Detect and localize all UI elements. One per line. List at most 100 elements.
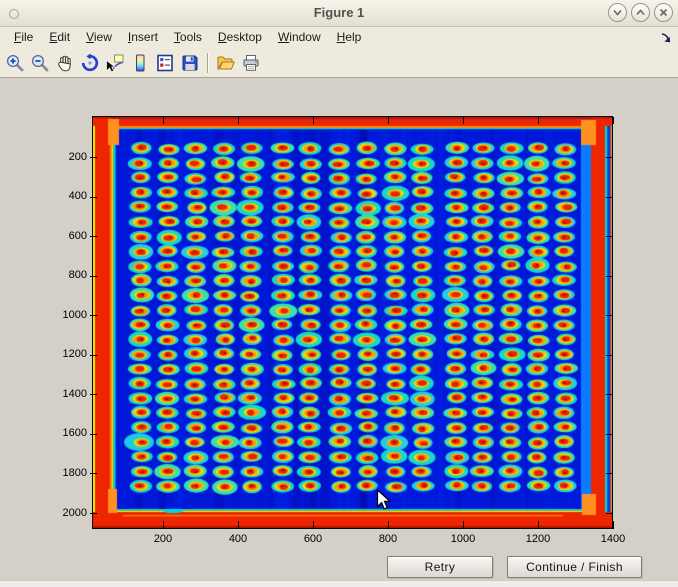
retry-button[interactable]: Retry — [387, 556, 493, 578]
y-tick-mark-left — [90, 354, 97, 356]
y-tick-mark-left — [90, 315, 97, 317]
hand-icon — [58, 55, 71, 71]
y-tick-mark-right — [606, 196, 613, 198]
y-tick-mark-right — [606, 473, 613, 475]
insert-colorbar-button[interactable] — [130, 53, 150, 73]
zoom-in-icon — [6, 54, 24, 71]
y-tick-label: 800 — [68, 269, 87, 282]
y-tick-mark-left — [90, 236, 97, 238]
save-button[interactable] — [180, 53, 200, 73]
continue-finish-button[interactable]: Continue / Finish — [507, 556, 642, 578]
y-tick-mark-right — [606, 315, 613, 317]
x-tick-mark-bottom — [388, 521, 389, 529]
printer-icon — [243, 54, 259, 71]
window-title: Figure 1 — [313, 5, 365, 20]
menu-file[interactable]: File — [14, 30, 34, 44]
y-tick-label: 2000 — [62, 506, 87, 519]
y-tick-label: 200 — [68, 150, 87, 163]
figure-canvas-area: 200 400 600 800 1000 1200 1400 200 400 600 800 1000… — [0, 78, 678, 580]
x-tick-mark-bottom — [238, 521, 239, 529]
rotate-3d-button[interactable] — [80, 52, 100, 73]
y-tick-label: 1400 — [62, 387, 87, 400]
x-tick-label: 1200 — [525, 533, 551, 545]
menu-desktop[interactable]: Desktop — [217, 30, 262, 44]
window-menu-icon[interactable] — [9, 9, 19, 19]
print-button[interactable] — [241, 53, 261, 73]
menu-tools[interactable]: Tools — [173, 30, 202, 44]
x-tick-mark-bottom — [538, 521, 539, 529]
y-tick-mark-left — [90, 513, 97, 514]
y-tick-mark-right — [606, 433, 613, 435]
legend-icon — [157, 54, 173, 71]
y-tick-mark-right — [606, 513, 613, 514]
chevron-down-icon — [613, 9, 622, 16]
y-tick-mark-right — [606, 275, 613, 277]
x-tick-mark-top — [238, 117, 239, 124]
x-tick-mark-bottom — [613, 521, 614, 529]
maximize-button[interactable] — [631, 3, 650, 22]
data-cursor-icon — [106, 54, 124, 72]
x-tick-label: 200 — [153, 533, 173, 545]
y-tick-mark-left — [90, 394, 97, 396]
zoom-in-button[interactable] — [5, 53, 25, 73]
close-icon — [659, 8, 668, 17]
y-tick-mark-left — [90, 473, 97, 475]
y-tick-mark-right — [606, 394, 613, 396]
x-tick-mark-top — [538, 117, 539, 124]
y-tick-mark-right — [606, 354, 613, 356]
y-tick-label: 1800 — [62, 466, 87, 479]
y-tick-mark-right — [606, 236, 613, 238]
close-button[interactable] — [654, 3, 673, 22]
chevron-up-icon — [636, 9, 645, 16]
x-tick-mark-top — [463, 117, 464, 124]
menu-insert[interactable]: Insert — [127, 30, 158, 44]
x-tick-mark-bottom — [463, 521, 464, 529]
insert-legend-button[interactable] — [155, 53, 175, 73]
x-tick-label: 600 — [303, 533, 323, 545]
y-tick-mark-left — [90, 275, 97, 277]
x-tick-mark-top — [163, 117, 164, 124]
plate-image[interactable] — [93, 117, 612, 528]
menu-view[interactable]: View — [86, 30, 112, 44]
x-tick-label: 1400 — [600, 533, 626, 545]
x-tick-label: 800 — [378, 533, 398, 545]
figure-toolbar — [0, 48, 678, 78]
y-tick-mark-left — [90, 433, 97, 435]
y-tick-label: 1000 — [62, 308, 87, 321]
x-tick-mark-bottom — [163, 521, 164, 529]
rotate-icon — [81, 52, 99, 71]
zoom-out-icon — [31, 54, 49, 71]
pan-button[interactable] — [55, 53, 75, 73]
save-icon — [182, 55, 198, 70]
menu-bar: File Edit View Insert Tools Desktop Window Help — [0, 27, 678, 48]
data-cursor-button[interactable] — [105, 53, 125, 73]
x-tick-mark-bottom — [313, 521, 314, 529]
y-tick-mark-right — [606, 157, 613, 158]
minimize-button[interactable] — [608, 3, 627, 22]
open-folder-icon — [217, 56, 235, 71]
y-tick-mark-left — [90, 196, 97, 198]
x-tick-label: 1000 — [450, 533, 476, 545]
x-tick-mark-top — [313, 117, 314, 124]
x-tick-mark-top — [388, 117, 389, 124]
menu-edit[interactable]: Edit — [49, 30, 71, 44]
mouse-cursor-arrow — [376, 489, 392, 510]
open-file-button[interactable] — [216, 53, 236, 73]
y-tick-mark-left — [90, 157, 97, 158]
title-bar[interactable]: Figure 1 — [0, 0, 678, 27]
zoom-out-button[interactable] — [30, 53, 50, 73]
y-tick-label: 1200 — [62, 348, 87, 361]
window-bottom-border — [0, 580, 678, 587]
y-tick-label: 600 — [68, 229, 87, 242]
dock-figure-icon[interactable] — [660, 32, 672, 44]
x-tick-mark-top — [613, 117, 614, 124]
y-tick-label: 1600 — [62, 427, 87, 440]
x-tick-label: 400 — [228, 533, 248, 545]
toolbar-separator — [207, 52, 209, 73]
colorbar-icon — [136, 54, 145, 71]
window-controls — [608, 3, 673, 22]
menu-window[interactable]: Window — [277, 30, 321, 44]
menu-help[interactable]: Help — [336, 30, 362, 44]
y-tick-label: 400 — [68, 190, 87, 203]
